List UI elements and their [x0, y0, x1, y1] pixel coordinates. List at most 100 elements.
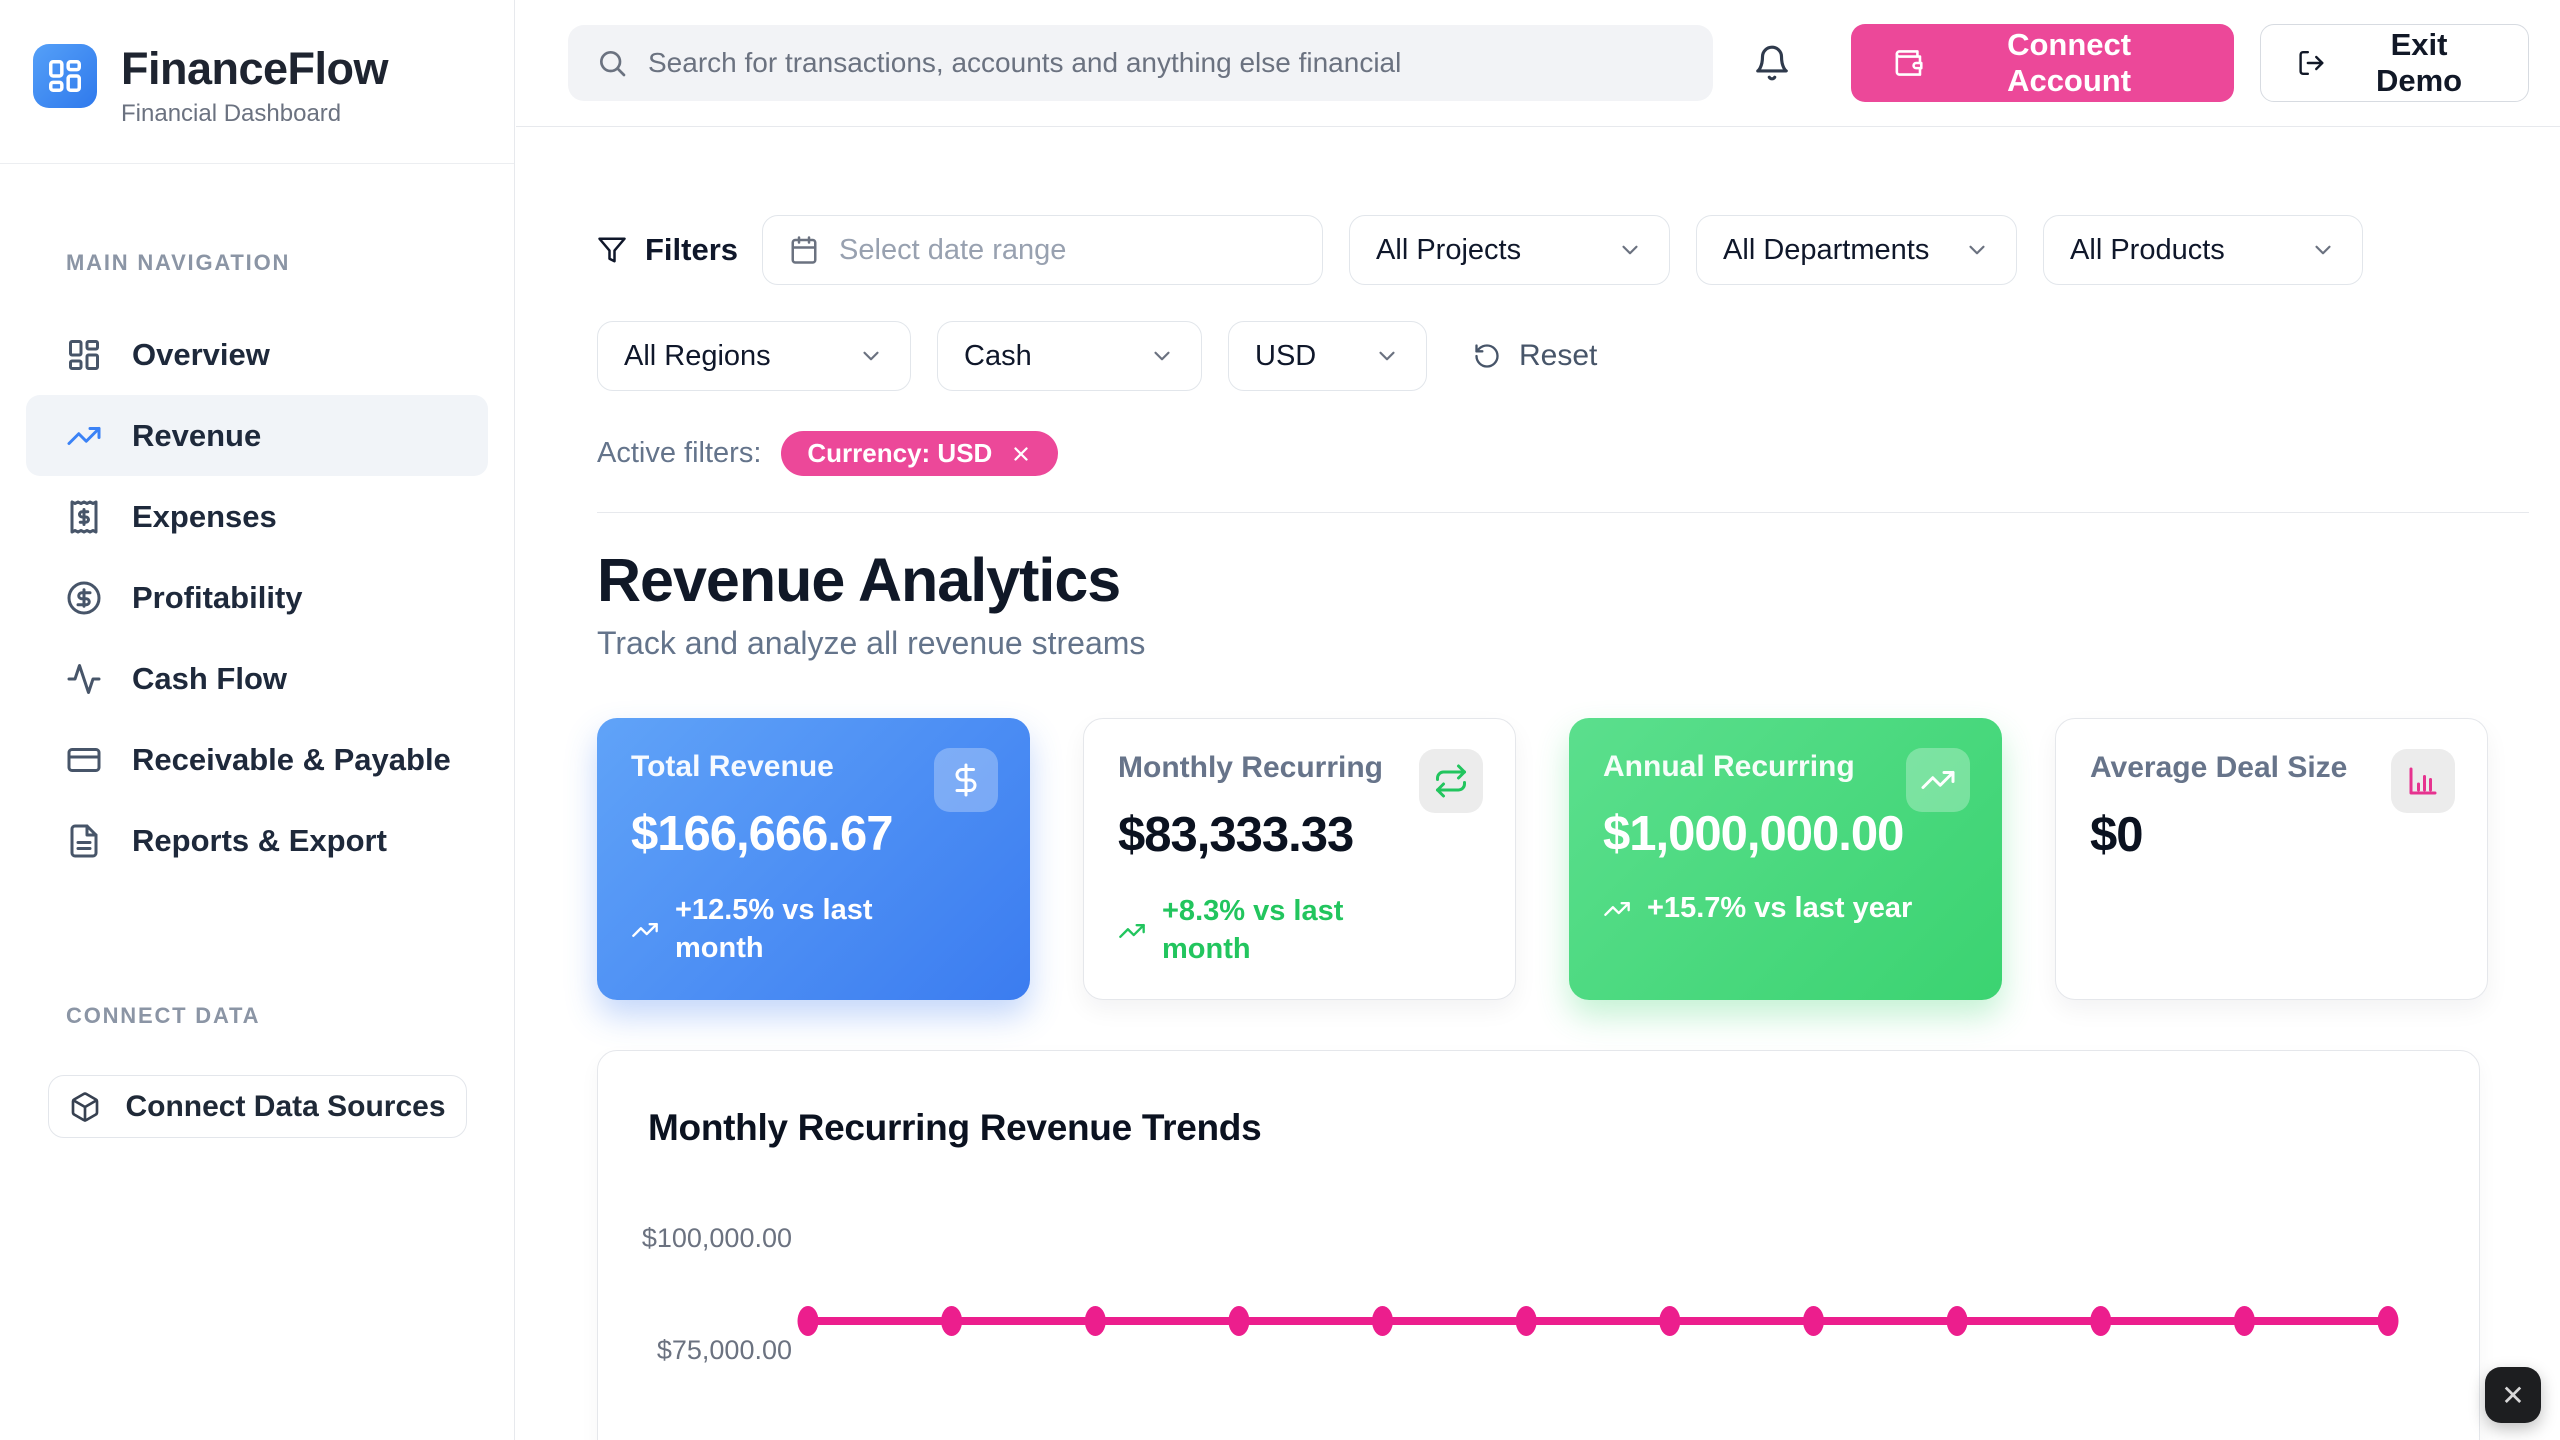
metric-card-average-deal-size: Average Deal Size $0 — [2055, 718, 2488, 1000]
currency-filter-chip-label: Currency: USD — [807, 438, 993, 468]
metric-iconbox — [1419, 749, 1483, 813]
chevron-down-icon — [1379, 351, 1395, 361]
mrr-trends-chart-card: Monthly Recurring Revenue Trends $100,00… — [597, 1050, 2480, 1440]
metric-value: $1,000,000.00 — [1603, 807, 1904, 861]
metric-change: +15.7% vs last year — [1603, 892, 1968, 925]
page-content: Filters All Projects All Departments All… — [516, 127, 2560, 1440]
chevron-down-icon — [1622, 245, 1638, 255]
trending-up-icon — [1119, 923, 1145, 938]
trending-up-icon — [1604, 901, 1630, 916]
products-select[interactable]: All Products — [2043, 215, 2364, 285]
chevron-down-icon — [1154, 351, 1170, 361]
brand-header: FinanceFlow Financial Dashboard — [0, 0, 514, 164]
trending-up-icon — [632, 922, 658, 937]
metric-label: Average Deal Size — [2090, 751, 2348, 784]
exit-demo-label: Exit Demo — [2375, 27, 2463, 98]
funnel-icon — [598, 237, 626, 263]
date-range-input[interactable] — [839, 233, 1297, 267]
topbar: Connect Account Exit Demo — [516, 0, 2560, 127]
metric-value: $166,666.67 — [631, 807, 894, 861]
filters-title-label: Filters — [645, 232, 739, 267]
metric-change-label: +8.3% vs last month — [1162, 895, 1344, 965]
sidebar-item-label: Revenue — [132, 417, 262, 453]
activity-icon — [67, 663, 101, 694]
app-logo — [33, 44, 97, 108]
reset-filters-button[interactable]: Reset — [1473, 339, 1597, 373]
metric-label: Annual Recurring — [1603, 750, 1855, 783]
trending-up-icon — [1921, 771, 1955, 789]
date-range-field — [762, 215, 1324, 285]
metric-card-monthly-recurring: Monthly Recurring $83,333.33 +8.3% vs la… — [1083, 718, 1516, 1000]
currency-filter-chip[interactable]: Currency: USD — [781, 431, 1059, 476]
sidebar-item-overview[interactable]: Overview — [26, 314, 488, 395]
filters-row-1: Filters All Projects All Departments All… — [597, 215, 2560, 285]
metric-iconbox — [2391, 749, 2455, 813]
metric-card-annual-recurring: Annual Recurring $1,000,000.00 +15.7% vs… — [1569, 718, 2002, 1000]
page-title: Revenue Analytics — [597, 546, 1121, 614]
account-type-select[interactable]: Cash — [937, 321, 1202, 391]
metric-value: $0 — [2090, 808, 2144, 862]
currency-select-value: USD — [1255, 339, 1317, 372]
notifications-button[interactable] — [1753, 44, 1791, 82]
metric-label: Total Revenue — [631, 750, 834, 783]
global-search — [568, 25, 1714, 101]
metric-iconbox — [1906, 748, 1970, 812]
close-icon[interactable] — [1010, 443, 1032, 465]
section-divider — [597, 512, 2529, 513]
sidebar-item-revenue[interactable]: Revenue — [26, 395, 488, 476]
sidebar-item-label: Cash Flow — [132, 660, 288, 696]
sidebar-item-label: Reports & Export — [132, 822, 387, 858]
credit-card-icon — [67, 747, 101, 772]
wallet-icon — [1895, 50, 1923, 76]
metric-change-label: +15.7% vs last year — [1647, 892, 1913, 924]
bar-chart-icon — [2409, 767, 2437, 795]
rotate-ccw-icon — [1475, 344, 1499, 368]
sidebar-item-cash-flow[interactable]: Cash Flow — [26, 638, 488, 719]
regions-select-value: All Regions — [624, 339, 771, 372]
sidebar-item-label: Profitability — [132, 579, 303, 615]
log-out-icon — [2299, 50, 2324, 76]
filters-title: Filters — [597, 232, 738, 268]
repeat-icon — [1436, 764, 1466, 798]
calendar-icon — [791, 236, 817, 264]
sidebar-item-label: Expenses — [132, 498, 277, 534]
main-navigation: Overview Revenue Expenses Profitability … — [26, 314, 488, 881]
sidebar-item-receivable-payable[interactable]: Receivable & Payable — [26, 719, 488, 800]
brand-text: FinanceFlow Financial Dashboard — [121, 43, 389, 128]
y-axis-tick-100000: $100,000.00 — [641, 1223, 792, 1253]
metric-change: +8.3% vs last month — [1118, 893, 1481, 968]
dashboard-logo-icon — [49, 60, 81, 92]
sidebar-item-profitability[interactable]: Profitability — [26, 557, 488, 638]
exit-demo-button[interactable]: Exit Demo — [2260, 24, 2529, 102]
search-icon — [600, 51, 626, 77]
departments-select[interactable]: All Departments — [1696, 215, 2018, 285]
connect-data-sources-button[interactable]: Connect Data Sources — [48, 1075, 467, 1138]
search-input[interactable] — [648, 47, 1686, 79]
connect-account-button[interactable]: Connect Account — [1851, 24, 2235, 102]
brand-name: FinanceFlow — [121, 43, 389, 94]
metric-value: $83,333.33 — [1118, 808, 1354, 862]
overlay-close-button[interactable]: ✕ — [2485, 1367, 2541, 1423]
brand-tagline: Financial Dashboard — [121, 99, 342, 127]
trending-up-icon — [67, 426, 101, 445]
metric-change-label: +12.5% vs last month — [675, 894, 873, 964]
sidebar-item-label: Receivable & Payable — [132, 741, 451, 777]
trend-line-svg — [797, 1306, 2399, 1336]
projects-select[interactable]: All Projects — [1349, 215, 1671, 285]
y-axis-tick-75000: $75,000.00 — [656, 1335, 792, 1365]
sidebar-item-reports-export[interactable]: Reports & Export — [26, 800, 488, 881]
reset-filters-label: Reset — [1519, 339, 1598, 372]
package-icon — [72, 1091, 99, 1122]
currency-select[interactable]: USD — [1228, 321, 1427, 391]
connect-data-sources-label: Connect Data Sources — [125, 1089, 446, 1123]
dollar-sign-icon — [955, 763, 977, 797]
connect-section-label: CONNECT DATA — [66, 1003, 261, 1028]
regions-select[interactable]: All Regions — [597, 321, 911, 391]
metric-cards: Total Revenue $166,666.67 +12.5% vs last… — [597, 718, 2560, 1000]
circle-dollar-icon — [67, 581, 101, 614]
filters-row-2: All Regions Cash USD Reset — [597, 321, 2560, 391]
chevron-down-icon — [1969, 245, 1985, 255]
chevron-down-icon — [2315, 245, 2331, 255]
sidebar-item-expenses[interactable]: Expenses — [26, 476, 488, 557]
file-text-icon — [70, 824, 98, 857]
